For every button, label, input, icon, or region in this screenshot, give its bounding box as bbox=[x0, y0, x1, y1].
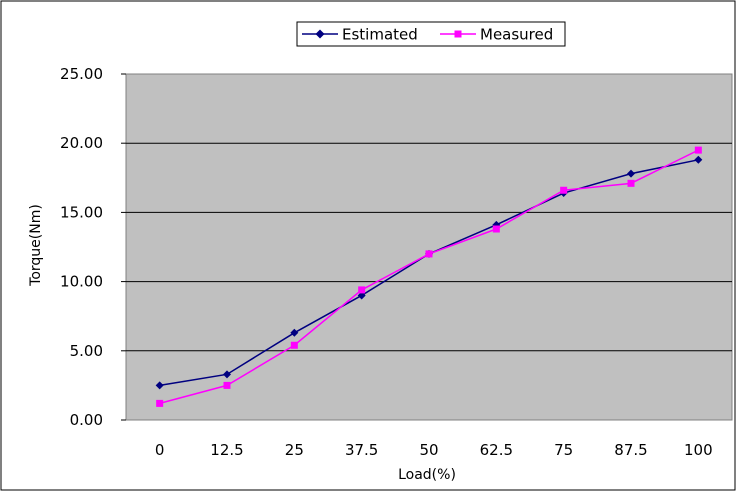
y-axis-tick-labels: 0.00 5.00 10.00 15.00 20.00 25.00 bbox=[60, 65, 103, 429]
data-point-estimated bbox=[627, 169, 635, 178]
data-point-measured bbox=[156, 399, 164, 407]
legend-label-measured: Measured bbox=[480, 26, 553, 44]
data-point-estimated bbox=[694, 155, 703, 164]
x-tick-label: 25 bbox=[285, 441, 304, 459]
x-tick-label: 37.5 bbox=[345, 441, 378, 459]
data-point-estimated bbox=[357, 291, 366, 300]
data-point-measured bbox=[560, 186, 568, 194]
data-point-measured bbox=[425, 250, 433, 258]
data-point-measured bbox=[290, 341, 298, 349]
x-tick-label: 75 bbox=[554, 441, 573, 459]
x-tick-label: 12.5 bbox=[210, 441, 243, 459]
x-tick-label: 100 bbox=[684, 441, 713, 459]
series-layer bbox=[155, 146, 703, 407]
y-tick-label: 5.00 bbox=[70, 342, 103, 360]
x-tick-label: 0 bbox=[155, 441, 165, 459]
x-tick-label: 87.5 bbox=[614, 441, 647, 459]
legend-marker-estimated bbox=[315, 29, 325, 39]
data-point-measured bbox=[627, 179, 635, 187]
data-point-measured bbox=[492, 225, 500, 233]
y-tick-label: 10.00 bbox=[60, 273, 103, 291]
legend-box bbox=[296, 21, 566, 47]
y-tick-label: 25.00 bbox=[60, 65, 103, 83]
x-axis-title: Load(%) bbox=[398, 467, 456, 483]
y-tick-label: 20.00 bbox=[60, 134, 103, 152]
x-tick-label: 50 bbox=[419, 441, 438, 459]
data-point-measured bbox=[694, 146, 702, 154]
data-point-estimated bbox=[223, 370, 231, 379]
gridlines bbox=[121, 73, 732, 421]
data-point-estimated bbox=[290, 328, 299, 337]
y-tick-label: 0.00 bbox=[70, 411, 103, 429]
x-tick-label: 62.5 bbox=[480, 441, 513, 459]
y-tick-label: 15.00 bbox=[60, 203, 103, 221]
data-point-estimated bbox=[155, 381, 164, 390]
data-point-measured bbox=[358, 286, 366, 294]
data-point-measured bbox=[223, 381, 231, 389]
y-axis-title: Torque(Nm) bbox=[28, 204, 44, 287]
legend-label-estimated: Estimated bbox=[342, 26, 418, 44]
x-axis-tick-labels: 0 12.5 25 37.5 50 62.5 75 87.5 100 bbox=[155, 441, 713, 459]
legend-marker-measured bbox=[454, 30, 462, 38]
plot-area bbox=[125, 73, 733, 421]
legend: Estimated Measured bbox=[296, 21, 566, 47]
